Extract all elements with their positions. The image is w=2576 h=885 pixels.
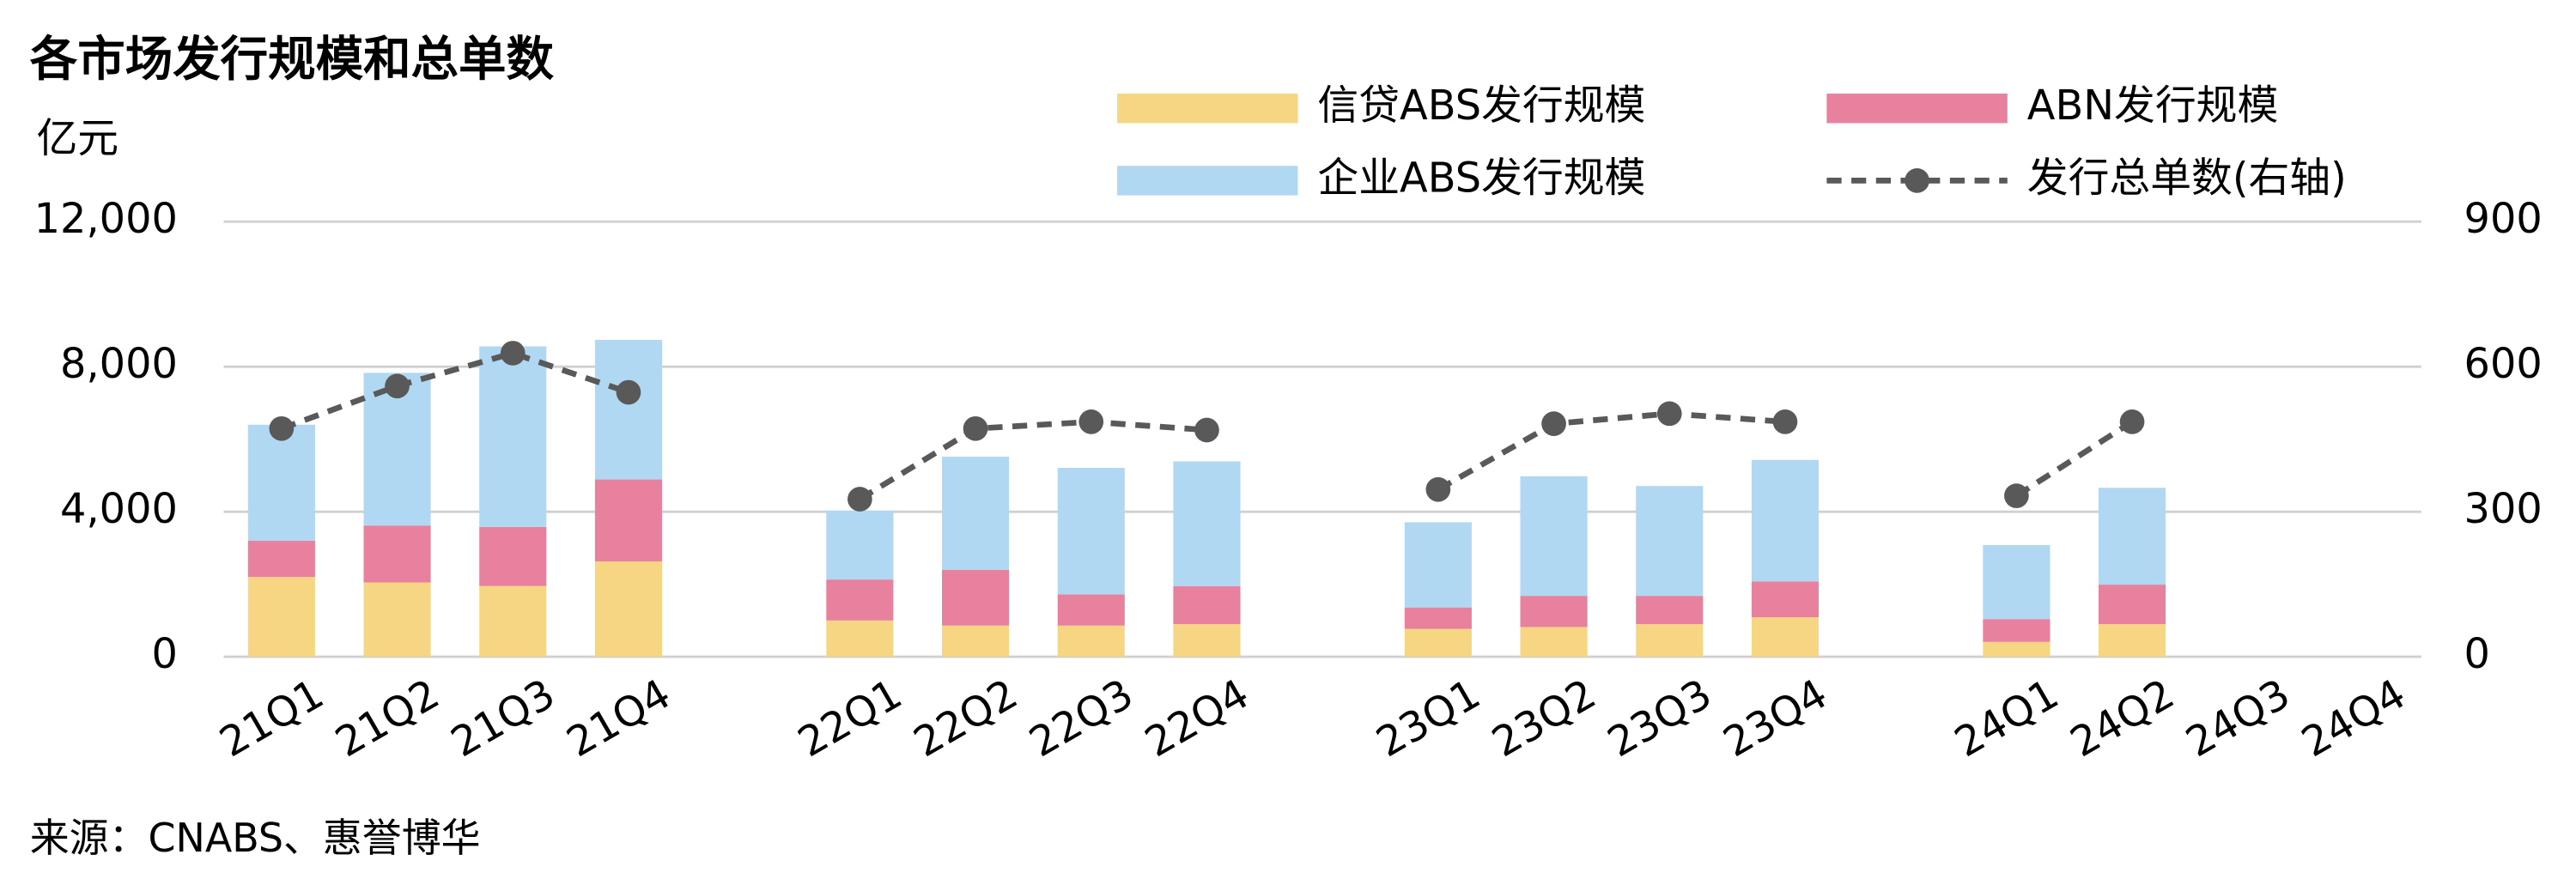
bar-segment	[1173, 585, 1241, 625]
y2-tick-label: 0	[2464, 631, 2490, 678]
chart-title: 各市场发行规模和总单数	[30, 33, 555, 88]
bar-segment	[1751, 581, 1820, 618]
bar-segment	[942, 569, 1010, 626]
x-tick-label: 23Q2	[1485, 670, 1604, 767]
line-point	[1656, 401, 1682, 427]
y2-tick-label: 600	[2464, 341, 2543, 388]
line-point	[1078, 409, 1104, 434]
line-point	[1541, 411, 1566, 436]
x-tick-label: 21Q1	[212, 670, 331, 767]
legend-label: 信贷ABS发行规模	[1317, 82, 1645, 130]
bar-segment	[2099, 585, 2166, 625]
legend-swatch	[1117, 166, 1298, 196]
bar-segment	[247, 540, 315, 578]
bar-segment	[479, 526, 547, 586]
bar-segment	[1520, 627, 1588, 658]
bar-segment	[826, 510, 894, 580]
bar-segment	[1520, 596, 1588, 627]
bar-segment	[826, 579, 894, 621]
line-series	[858, 419, 1207, 502]
line-point	[1194, 417, 1219, 443]
bar-segment	[479, 585, 547, 658]
line-point	[1772, 409, 1798, 434]
line-point	[1425, 476, 1451, 502]
bar-segment	[1983, 545, 2050, 620]
bar-segment	[1983, 619, 2050, 642]
legend-label: 企业ABS发行规模	[1317, 155, 1645, 202]
bar-segment	[363, 582, 431, 658]
y-axis-label: 亿元	[36, 116, 118, 163]
bar-segment	[363, 525, 431, 583]
legend-swatch	[1826, 94, 2008, 124]
bar-segment	[594, 479, 663, 562]
line-point	[616, 379, 641, 405]
bar-segment	[594, 561, 663, 658]
bar-segment	[1057, 625, 1125, 658]
bar-segment	[1173, 624, 1241, 658]
x-tick-label: 24Q4	[2294, 670, 2414, 767]
bar-segment	[247, 424, 315, 541]
bar-segment	[942, 625, 1010, 658]
bar-segment	[1057, 594, 1125, 626]
line-point	[848, 487, 872, 512]
x-tick-label: 23Q4	[1716, 670, 1835, 767]
bar-segment	[1751, 617, 1820, 658]
bar-segment	[942, 456, 1010, 570]
y-tick-label: 12,000	[34, 196, 178, 243]
bar-segment	[1404, 607, 1472, 629]
bar-segment	[1404, 522, 1472, 608]
x-tick-label: 23Q1	[1369, 670, 1488, 767]
y2-tick-label: 300	[2464, 486, 2543, 533]
line-point	[2004, 483, 2029, 508]
bar-segment	[1636, 486, 1704, 597]
bar-segment	[1173, 461, 1241, 586]
bar-segment	[479, 346, 547, 527]
bar-segment	[1983, 641, 2050, 658]
bar-segment	[1057, 468, 1125, 595]
bar-segment	[1404, 628, 1472, 658]
bar-segment	[2099, 488, 2166, 585]
bar-segment	[1751, 459, 1820, 582]
x-tick-label: 22Q4	[1138, 670, 1257, 767]
bar-segment	[1636, 624, 1704, 658]
x-tick-label: 21Q3	[444, 670, 563, 767]
bar-segment	[1520, 476, 1588, 597]
x-tick-label: 24Q2	[2063, 670, 2182, 767]
line-point	[269, 415, 295, 441]
x-tick-label: 21Q4	[559, 670, 678, 767]
bar-segment	[826, 620, 894, 658]
legend-marker	[1905, 168, 1929, 193]
x-tick-label: 21Q2	[328, 670, 447, 767]
bar-segment	[2099, 624, 2166, 658]
legend-label: 发行总单数(右轴)	[2027, 155, 2347, 202]
source-note: 来源：CNABS、惠誉博华	[30, 815, 481, 861]
legend-swatch	[1117, 94, 1298, 124]
y-tick-label: 4,000	[60, 486, 178, 533]
bar-segment	[594, 339, 663, 480]
bar-segment	[247, 577, 315, 658]
y2-tick-label: 900	[2464, 196, 2543, 243]
x-tick-label: 24Q3	[2178, 670, 2298, 767]
x-tick-label: 22Q3	[1022, 670, 1141, 767]
x-tick-label: 24Q1	[1947, 670, 2067, 767]
line-series	[1437, 410, 1786, 493]
x-tick-label: 22Q1	[791, 670, 910, 767]
legend-label: ABN发行规模	[2027, 82, 2279, 130]
line-series	[2014, 419, 2134, 499]
y-tick-label: 0	[152, 631, 178, 678]
line-point	[385, 373, 410, 399]
bar-segment	[1636, 596, 1704, 625]
x-tick-label: 22Q2	[906, 670, 1025, 767]
line-point	[963, 415, 988, 441]
y-tick-label: 8,000	[60, 341, 178, 388]
line-point	[2119, 409, 2145, 434]
x-tick-label: 23Q3	[1601, 670, 1720, 767]
line-point	[500, 341, 526, 366]
line-series	[280, 349, 630, 432]
